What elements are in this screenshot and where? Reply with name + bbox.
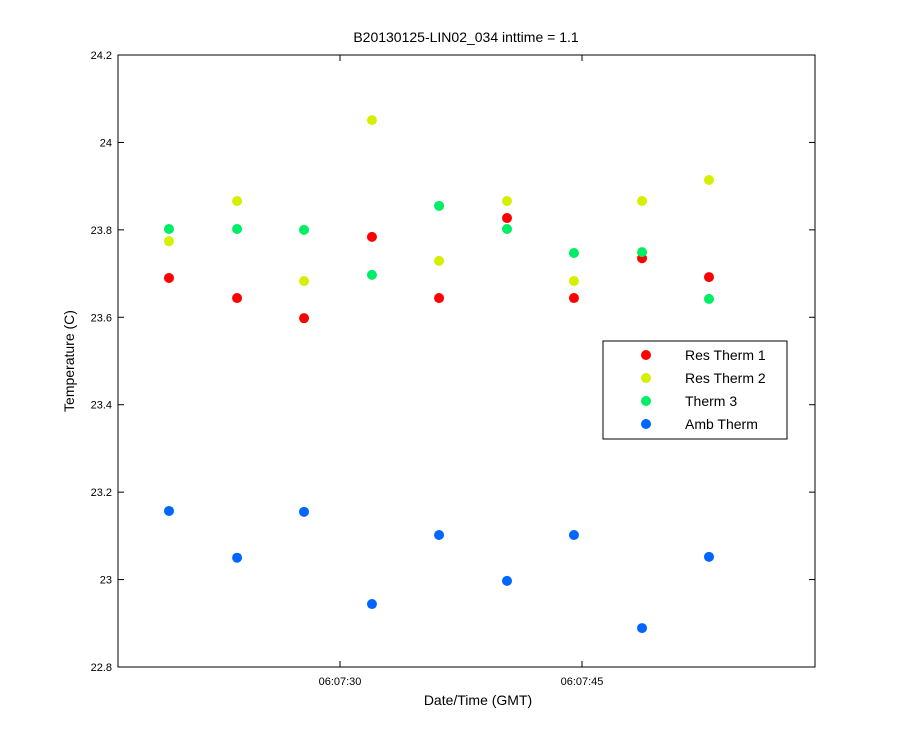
data-point	[501, 223, 512, 234]
data-point	[703, 175, 714, 186]
data-point	[232, 552, 243, 563]
y-tick-label: 22.8	[91, 662, 112, 674]
data-point	[163, 236, 174, 247]
x-tick-label: 06:07:45	[561, 676, 604, 688]
data-point	[434, 255, 445, 266]
legend-marker	[641, 396, 651, 406]
y-tick-label: 23	[100, 575, 112, 587]
data-point	[703, 272, 714, 283]
data-point	[366, 115, 377, 126]
data-point	[568, 276, 579, 287]
legend-marker	[641, 350, 651, 360]
data-point	[637, 196, 648, 207]
data-point	[434, 293, 445, 304]
data-point	[163, 505, 174, 516]
data-point	[163, 223, 174, 234]
data-point	[434, 200, 445, 211]
x-axis-label: Date/Time (GMT)	[424, 692, 532, 708]
chart-title: B20130125-LIN02_034 inttime = 1.1	[353, 29, 579, 45]
data-point	[637, 623, 648, 634]
data-point	[366, 269, 377, 280]
data-point	[568, 529, 579, 540]
legend-marker	[641, 373, 651, 383]
y-tick-label: 24.2	[91, 50, 112, 62]
data-point	[163, 272, 174, 283]
data-point	[299, 506, 310, 517]
data-point	[232, 196, 243, 207]
y-tick-label: 23.8	[91, 225, 112, 237]
data-point	[703, 293, 714, 304]
legend-text: Res Therm 1	[685, 347, 766, 363]
data-point	[568, 293, 579, 304]
legend-box	[602, 340, 788, 440]
data-point	[299, 276, 310, 287]
data-point	[501, 213, 512, 224]
legend-text: Amb Therm	[685, 416, 758, 432]
data-point	[637, 247, 648, 258]
y-tick-label: 23.2	[91, 487, 112, 499]
data-point	[501, 196, 512, 207]
data-point	[232, 293, 243, 304]
legend-marker	[641, 419, 651, 429]
y-tick-label: 23.4	[91, 400, 112, 412]
legend-text: Therm 3	[685, 393, 737, 409]
y-axis-label: Temperature (C)	[61, 310, 77, 412]
data-point	[299, 313, 310, 324]
y-tick-label: 24	[100, 137, 112, 149]
data-point	[232, 223, 243, 234]
data-point	[501, 575, 512, 586]
data-point	[366, 231, 377, 242]
x-tick-label: 06:07:30	[319, 676, 362, 688]
legend-text: Res Therm 2	[685, 370, 766, 386]
data-point	[366, 599, 377, 610]
data-point	[434, 529, 445, 540]
data-point	[568, 248, 579, 259]
data-point	[703, 551, 714, 562]
data-point	[299, 224, 310, 235]
y-tick-label: 23.6	[91, 312, 112, 324]
